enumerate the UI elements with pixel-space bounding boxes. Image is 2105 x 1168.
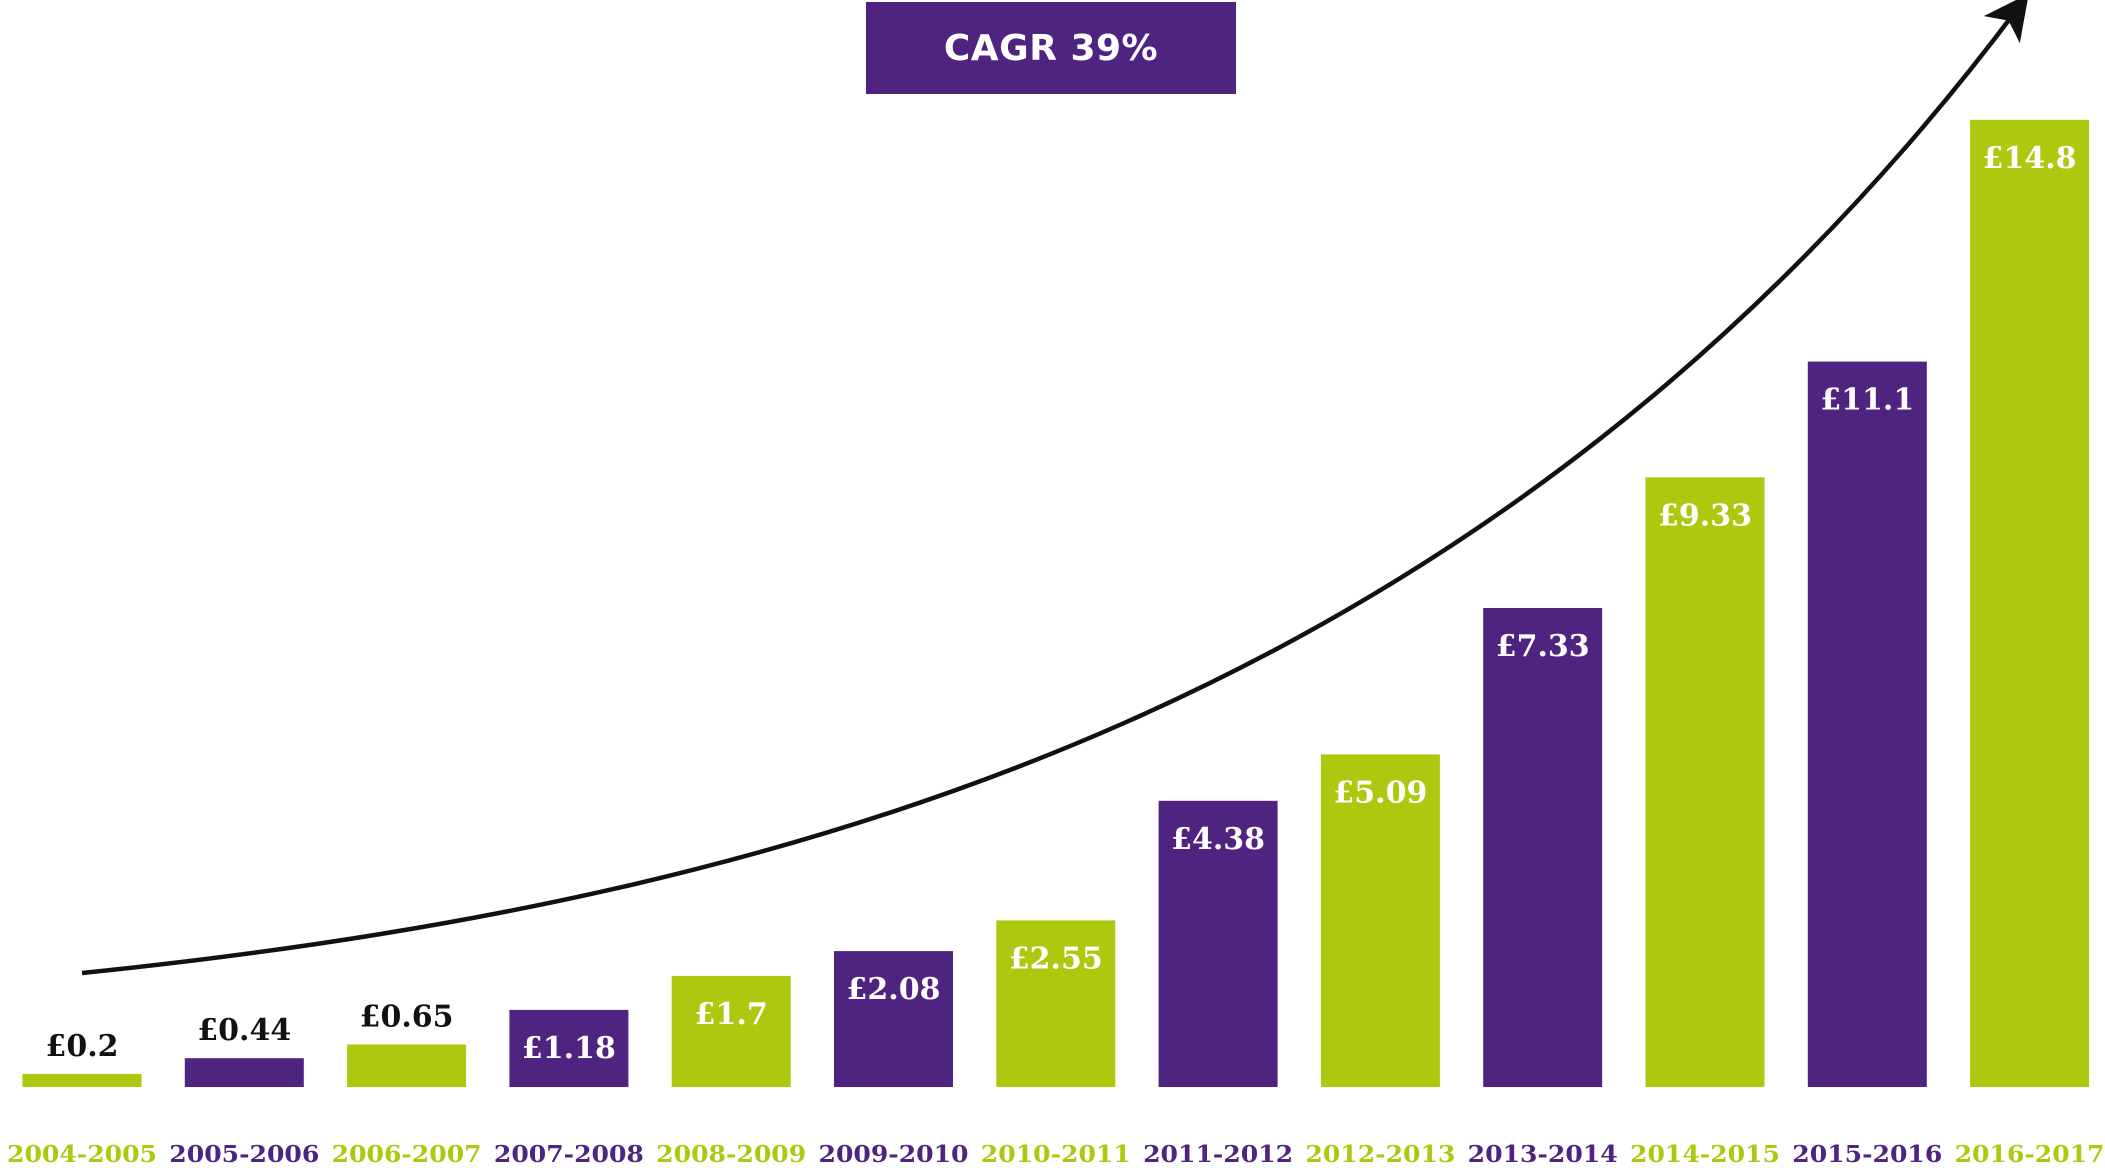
data-label-2011-2012: £4.38 <box>1171 822 1265 857</box>
data-label-2014-2015: £9.33 <box>1658 498 1752 533</box>
bar-2005-2006 <box>184 1058 304 1087</box>
x-tick-label-2009-2010: 2009-2010 <box>819 1141 969 1168</box>
x-tick-label-2010-2011: 2010-2011 <box>981 1141 1131 1168</box>
bars-layer <box>22 119 2090 1088</box>
data-label-2013-2014: £7.33 <box>1496 629 1590 664</box>
bar-2011-2012 <box>1158 800 1278 1087</box>
x-tick-label-2012-2013: 2012-2013 <box>1305 1141 1455 1168</box>
cagr-badge: CAGR 39% <box>866 2 1236 94</box>
x-tick-label-2016-2017: 2016-2017 <box>1955 1141 2105 1168</box>
growth-arrow-icon <box>81 0 2029 976</box>
x-tick-labels-layer: 2004-2005 2005-2006 2006-2007 2007-2008 2008… <box>7 1141 2105 1168</box>
bar-2009-2010 <box>834 951 953 1087</box>
x-tick-label-2015-2016: 2015-2016 <box>1792 1141 1942 1168</box>
data-label-2005-2006: £0.44 <box>197 1013 291 1048</box>
x-tick-label-2004-2005: 2004-2005 <box>7 1141 157 1168</box>
data-label-2006-2007: £0.65 <box>360 1000 454 1035</box>
x-tick-label-2011-2012: 2011-2012 <box>1143 1141 1293 1168</box>
x-tick-label-2007-2008: 2007-2008 <box>494 1141 644 1168</box>
cagr-badge-text: CAGR 39% <box>943 27 1159 69</box>
bar-2006-2007 <box>347 1044 467 1087</box>
data-label-2012-2013: £5.09 <box>1333 775 1427 810</box>
data-label-2015-2016: £11.1 <box>1820 383 1914 418</box>
data-label-2007-2008: £1.18 <box>522 1031 616 1066</box>
data-label-2008-2009: £1.7 <box>695 997 768 1032</box>
data-label-2016-2017: £14.8 <box>1983 141 2077 176</box>
bar-2010-2011 <box>996 920 1116 1087</box>
bar-2015-2016 <box>1807 361 1927 1088</box>
bar-2008-2009 <box>671 975 791 1087</box>
bar-2014-2015 <box>1645 477 1765 1087</box>
bar-2016-2017 <box>1970 119 2090 1088</box>
x-tick-label-2008-2009: 2008-2009 <box>656 1141 806 1168</box>
data-labels-layer: £0.2 £0.44 £0.65 £1.18 £1.7 £2.08 £2.55 £4.38 £5… <box>45 141 2076 1066</box>
bar-2004-2005 <box>22 1073 142 1087</box>
x-tick-label-2014-2015: 2014-2015 <box>1630 1141 1780 1168</box>
bar-2012-2013 <box>1320 754 1440 1087</box>
x-tick-label-2013-2014: 2013-2014 <box>1468 1141 1618 1168</box>
data-label-2004-2005: £0.2 <box>45 1029 118 1064</box>
data-label-2010-2011: £2.55 <box>1009 941 1103 976</box>
data-label-2009-2010: £2.08 <box>847 972 941 1007</box>
bar-2013-2014 <box>1483 608 1603 1087</box>
x-tick-label-2005-2006: 2005-2006 <box>169 1141 319 1168</box>
x-tick-label-2006-2007: 2006-2007 <box>332 1141 482 1168</box>
bar-2007-2008 <box>509 1009 629 1087</box>
